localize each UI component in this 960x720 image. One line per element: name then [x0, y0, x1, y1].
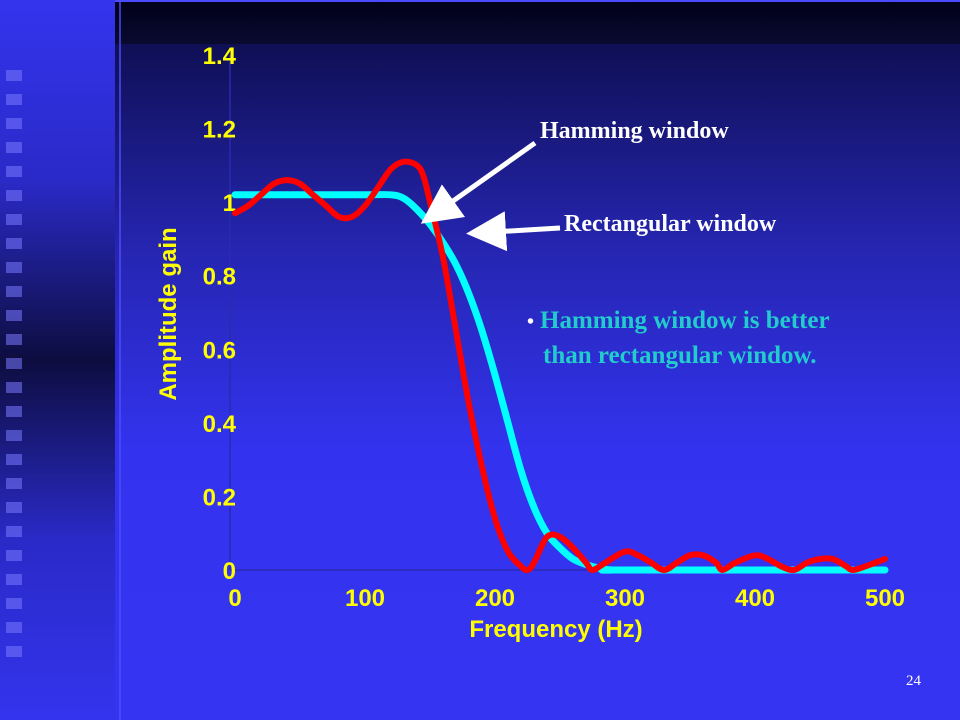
top-border-line [115, 0, 960, 2]
note-line-2: than rectangular window. [527, 339, 830, 373]
comparison-note: • Hamming window is better than rectangul… [527, 304, 830, 373]
y-tick-label: 0.8 [203, 264, 236, 291]
x-tick-label: 400 [735, 585, 775, 612]
hamming-window-annotation: Hamming window [540, 118, 729, 144]
bullet-icon: • [527, 311, 535, 333]
page-number: 24 [906, 673, 921, 689]
y-tick-label: 0.6 [203, 337, 236, 364]
y-tick-label: 0.2 [203, 484, 236, 511]
y-tick-label: 0 [223, 558, 236, 585]
note-period: . [810, 342, 817, 369]
left-border-line [119, 0, 121, 720]
y-tick-label: 0.4 [203, 411, 237, 438]
x-tick-label: 100 [345, 585, 385, 612]
y-tick-labels: 00.20.40.60.811.21.4 [203, 43, 237, 585]
y-tick-label: 1.4 [203, 43, 237, 70]
note-line-1: • Hamming window is better [527, 304, 830, 339]
rectangular-window-series-line [232, 158, 888, 574]
x-tick-label: 200 [475, 585, 515, 612]
x-axis-label: Frequency (Hz) [469, 616, 642, 643]
x-tick-label: 500 [865, 585, 905, 612]
left-square-pattern [6, 70, 22, 670]
x-tick-labels: 0 100 200 300 400 500 [228, 585, 905, 612]
y-tick-label: 1.2 [203, 117, 236, 144]
x-tick-label: 0 [228, 585, 241, 612]
hamming-window-series-line [231, 191, 889, 574]
note-text-2: than rectangular window [543, 342, 811, 369]
slide-background [115, 44, 960, 720]
hamming-pointer-arrow [420, 140, 537, 224]
x-tick-label: 300 [605, 585, 645, 612]
top-dark-band [115, 0, 960, 44]
rectangular-pointer-arrow [466, 211, 561, 252]
y-axis-label: Amplitude gain [155, 227, 182, 400]
note-text-1: Hamming window is better [540, 307, 830, 334]
rectangular-window-annotation: Rectangular window [564, 211, 777, 237]
